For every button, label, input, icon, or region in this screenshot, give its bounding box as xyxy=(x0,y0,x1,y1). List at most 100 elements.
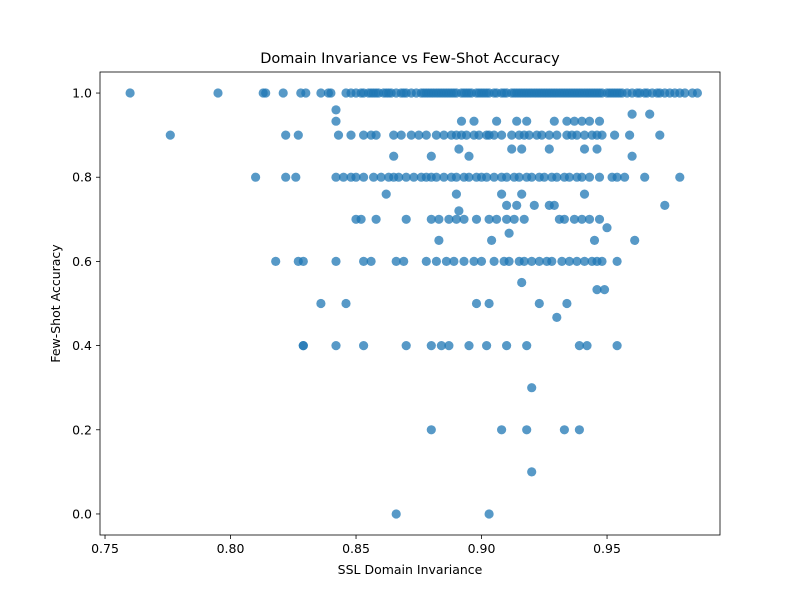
scatter-point xyxy=(293,130,303,140)
scatter-point xyxy=(559,425,570,435)
scatter-point xyxy=(421,130,431,140)
scatter-point xyxy=(612,172,622,182)
scatter-point xyxy=(599,285,610,295)
scatter-point xyxy=(316,88,326,98)
scatter-point xyxy=(333,130,344,140)
scatter-point xyxy=(489,130,499,140)
scatter-point xyxy=(426,214,436,224)
scatter-point xyxy=(572,130,582,140)
scatter-point xyxy=(331,172,341,182)
scatter-point xyxy=(441,256,451,266)
scatter-point xyxy=(612,256,622,266)
scatter-point xyxy=(574,341,585,351)
scatter-point xyxy=(482,172,492,182)
scatter-point xyxy=(522,425,532,435)
scatter-point xyxy=(459,256,469,266)
scatter-point xyxy=(582,341,592,351)
y-tick-label: 0.8 xyxy=(72,170,92,185)
scatter-point xyxy=(165,130,175,140)
scatter-point xyxy=(547,256,557,266)
scatter-point xyxy=(502,341,512,351)
scatter-point xyxy=(346,130,356,140)
scatter-point xyxy=(351,172,361,182)
scatter-point xyxy=(298,341,308,351)
scatter-point xyxy=(464,151,474,161)
scatter-point xyxy=(527,256,537,266)
scatter-point xyxy=(399,256,409,266)
y-tick-label: 0.2 xyxy=(72,422,92,437)
scatter-point xyxy=(534,256,544,266)
scatter-point xyxy=(291,172,301,182)
scatter-point xyxy=(592,285,602,295)
scatter-point xyxy=(552,130,562,140)
scatter-point xyxy=(584,214,595,224)
scatter-point xyxy=(298,256,308,266)
scatter-point xyxy=(331,341,341,351)
scatter-point xyxy=(431,172,441,182)
scatter-point xyxy=(482,341,492,351)
x-tick-label: 0.90 xyxy=(468,541,496,556)
x-axis-label: SSL Domain Invariance xyxy=(338,562,483,577)
scatter-point xyxy=(630,235,640,245)
scatter-point xyxy=(497,130,507,140)
scatter-point xyxy=(562,298,572,309)
scatter-point xyxy=(524,130,534,140)
y-tick-label: 0.6 xyxy=(72,254,92,269)
scatter-point xyxy=(461,130,472,140)
scatter-point xyxy=(471,298,482,309)
scatter-point xyxy=(549,200,559,210)
scatter-point xyxy=(592,144,602,154)
scatter-point xyxy=(251,172,261,182)
scatter-point xyxy=(502,214,512,224)
scatter-point xyxy=(627,151,637,161)
scatter-point xyxy=(359,130,369,140)
scatter-point xyxy=(278,88,288,98)
scatter-point xyxy=(527,172,537,182)
scatter-point xyxy=(512,116,522,126)
scatter-point xyxy=(597,256,607,266)
scatter-point xyxy=(271,256,281,266)
scatter-point xyxy=(439,172,449,182)
scatter-point xyxy=(476,256,487,266)
scatter-point xyxy=(627,109,637,119)
scatter-point xyxy=(444,341,454,351)
scatter-point xyxy=(572,256,582,266)
scatter-point xyxy=(338,172,349,182)
scatter-point xyxy=(504,228,514,238)
scatter-point xyxy=(527,383,537,393)
scatter-point xyxy=(559,214,570,224)
scatter-point xyxy=(519,214,529,224)
scatter-point xyxy=(497,425,507,435)
y-axis-ticks: 0.0 0.2 0.4 0.6 0.8 1.0 xyxy=(72,86,100,521)
scatter-point xyxy=(394,172,404,182)
scatter-point xyxy=(487,235,497,245)
scatter-point xyxy=(396,130,406,140)
scatter-point xyxy=(594,214,605,224)
scatter-point xyxy=(464,172,474,182)
scatter-point xyxy=(544,130,554,140)
scatter-point xyxy=(444,214,454,224)
scatter-point xyxy=(484,298,494,309)
scatter-point xyxy=(434,235,444,245)
scatter-point xyxy=(519,256,529,266)
scatter-point xyxy=(484,214,494,224)
scatter-point xyxy=(489,172,499,182)
scatter-point xyxy=(552,312,562,322)
scatter-point xyxy=(502,172,512,182)
y-axis-label: Few-Shot Accuracy xyxy=(48,244,63,363)
scatter-point xyxy=(451,214,461,224)
scatter-point xyxy=(574,425,585,435)
scatter-point xyxy=(431,130,441,140)
scatter-point xyxy=(579,256,590,266)
scatter-point xyxy=(439,130,449,140)
scatter-point xyxy=(341,298,351,309)
scatter-point xyxy=(655,130,665,140)
scatter-point xyxy=(594,172,605,182)
scatter-point xyxy=(391,256,401,266)
scatter-point xyxy=(426,151,436,161)
scatter-point xyxy=(359,172,369,182)
scatter-point xyxy=(529,200,539,210)
scatter-point xyxy=(569,116,580,126)
scatter-point xyxy=(406,130,416,140)
